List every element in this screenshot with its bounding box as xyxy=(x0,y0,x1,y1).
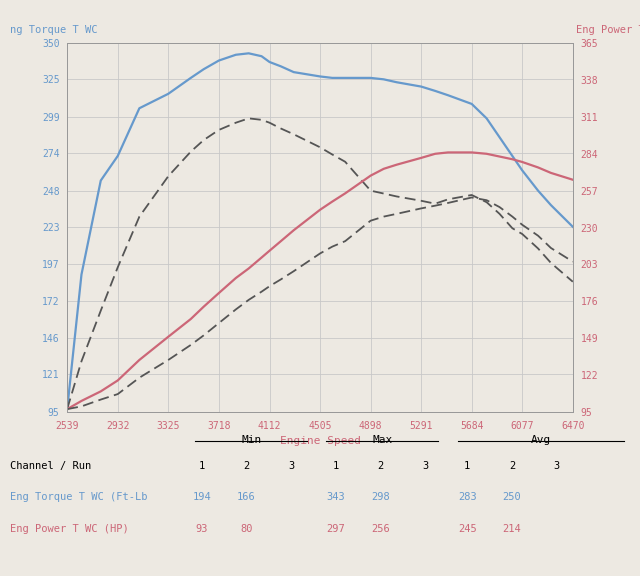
Text: Channel / Run: Channel / Run xyxy=(10,461,91,471)
Text: 298: 298 xyxy=(371,492,390,502)
Text: Eng Torque T WC (Ft-Lb: Eng Torque T WC (Ft-Lb xyxy=(10,492,147,502)
Text: 214: 214 xyxy=(502,524,522,534)
Text: 2: 2 xyxy=(243,461,250,471)
Text: 1: 1 xyxy=(464,461,470,471)
Text: Max: Max xyxy=(372,435,392,445)
Text: 256: 256 xyxy=(371,524,390,534)
Text: Eng Power T WC (HP): Eng Power T WC (HP) xyxy=(10,524,129,534)
Text: Avg: Avg xyxy=(531,435,551,445)
Text: 3: 3 xyxy=(288,461,294,471)
Text: 245: 245 xyxy=(458,524,477,534)
Text: 3: 3 xyxy=(422,461,429,471)
Text: Eng Power T W: Eng Power T W xyxy=(576,25,640,35)
Text: 194: 194 xyxy=(192,492,211,502)
Text: 1: 1 xyxy=(198,461,205,471)
Text: 283: 283 xyxy=(458,492,477,502)
Text: 297: 297 xyxy=(326,524,346,534)
Text: 250: 250 xyxy=(502,492,522,502)
Text: ng Torque T WC: ng Torque T WC xyxy=(10,25,97,35)
Text: 1: 1 xyxy=(333,461,339,471)
X-axis label: Engine Speed: Engine Speed xyxy=(280,437,360,446)
Text: 166: 166 xyxy=(237,492,256,502)
Text: 343: 343 xyxy=(326,492,346,502)
Text: 80: 80 xyxy=(240,524,253,534)
Text: 2: 2 xyxy=(378,461,384,471)
Text: 2: 2 xyxy=(509,461,515,471)
Text: 3: 3 xyxy=(554,461,560,471)
Text: 93: 93 xyxy=(195,524,208,534)
Text: Min: Min xyxy=(241,435,261,445)
